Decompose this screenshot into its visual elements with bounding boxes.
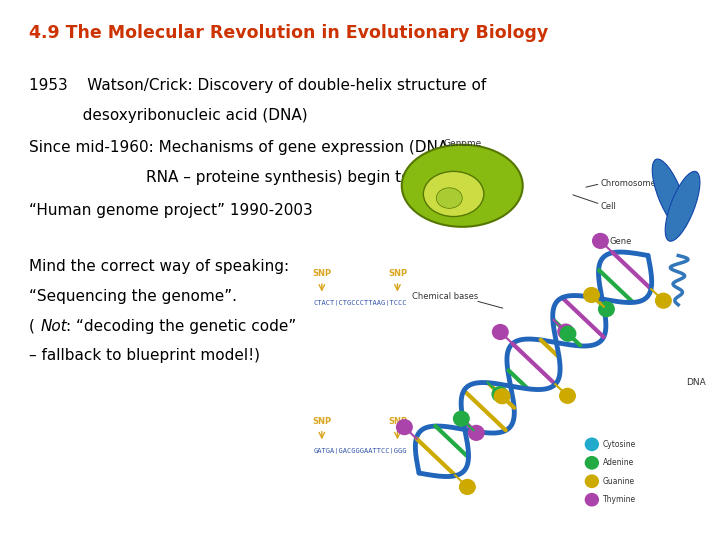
Circle shape bbox=[492, 387, 508, 402]
Text: Guanine: Guanine bbox=[603, 477, 635, 486]
Circle shape bbox=[454, 411, 469, 426]
Circle shape bbox=[492, 325, 508, 339]
Circle shape bbox=[560, 326, 576, 341]
Circle shape bbox=[559, 388, 575, 403]
Circle shape bbox=[585, 475, 598, 488]
Text: CTACT❘CTGCCCTTAAG❘TCCC: CTACT❘CTGCCCTTAAG❘TCCC bbox=[314, 300, 408, 306]
Text: desoxyribonucleic acid (DNA): desoxyribonucleic acid (DNA) bbox=[29, 108, 307, 123]
Text: SNP: SNP bbox=[388, 417, 407, 426]
Text: Gene: Gene bbox=[609, 237, 631, 246]
Text: Genome: Genome bbox=[443, 139, 482, 147]
Circle shape bbox=[495, 389, 510, 403]
Text: Cell: Cell bbox=[600, 202, 616, 211]
Text: Adenine: Adenine bbox=[603, 458, 634, 467]
Ellipse shape bbox=[652, 159, 687, 229]
Ellipse shape bbox=[423, 171, 484, 217]
Text: Since mid-1960: Mechanisms of gene expression (DNA –: Since mid-1960: Mechanisms of gene expre… bbox=[29, 140, 461, 156]
Circle shape bbox=[656, 293, 671, 308]
Text: DNA: DNA bbox=[685, 378, 706, 387]
Text: “Sequencing the genome”.: “Sequencing the genome”. bbox=[29, 289, 237, 304]
Text: – fallback to blueprint model!): – fallback to blueprint model!) bbox=[29, 348, 260, 363]
Text: Thymine: Thymine bbox=[603, 495, 636, 504]
Text: SNP: SNP bbox=[312, 269, 331, 278]
Ellipse shape bbox=[436, 188, 462, 208]
Text: (: ( bbox=[29, 319, 35, 334]
Text: 1953    Watson/Crick: Discovery of double-helix structure of: 1953 Watson/Crick: Discovery of double-h… bbox=[29, 78, 486, 93]
Circle shape bbox=[598, 302, 614, 316]
Text: Not: Not bbox=[40, 319, 67, 334]
Text: “Human genome project” 1990-2003: “Human genome project” 1990-2003 bbox=[29, 202, 312, 218]
Circle shape bbox=[459, 480, 475, 494]
Text: : “decoding the genetic code”: : “decoding the genetic code” bbox=[66, 319, 297, 334]
Circle shape bbox=[585, 494, 598, 506]
Circle shape bbox=[558, 324, 574, 339]
Circle shape bbox=[469, 426, 484, 440]
Ellipse shape bbox=[665, 171, 700, 241]
Circle shape bbox=[585, 438, 598, 450]
Text: SNP: SNP bbox=[388, 269, 407, 278]
Circle shape bbox=[397, 420, 412, 435]
Ellipse shape bbox=[402, 145, 523, 227]
Text: GATGA❘GACGGGAATTCC❘GGG: GATGA❘GACGGGAATTCC❘GGG bbox=[314, 448, 408, 454]
Circle shape bbox=[585, 457, 598, 469]
Text: Mind the correct way of speaking:: Mind the correct way of speaking: bbox=[29, 259, 289, 274]
Circle shape bbox=[584, 288, 599, 302]
Text: RNA – proteine synthesis) begin to be clarified: RNA – proteine synthesis) begin to be cl… bbox=[29, 170, 501, 185]
Text: Chromosome: Chromosome bbox=[600, 179, 657, 188]
Text: Cytosine: Cytosine bbox=[603, 440, 636, 449]
Text: Chemical bases: Chemical bases bbox=[412, 292, 478, 301]
Text: 4.9 The Molecular Revolution in Evolutionary Biology: 4.9 The Molecular Revolution in Evolutio… bbox=[29, 24, 548, 42]
Text: SNP: SNP bbox=[312, 417, 331, 426]
Circle shape bbox=[593, 233, 608, 248]
